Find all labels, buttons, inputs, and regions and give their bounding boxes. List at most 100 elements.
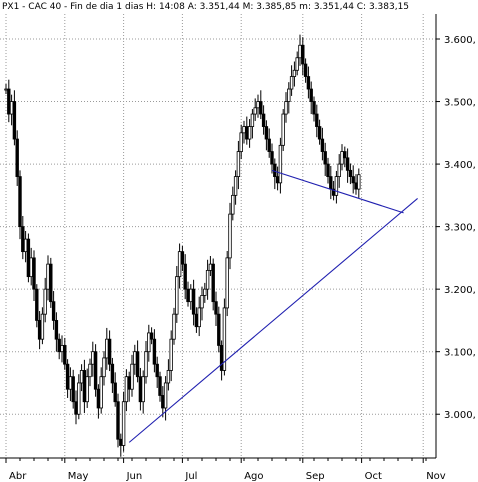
y-tick-label: 3.600, (444, 35, 476, 46)
price-bar-body (278, 144, 283, 184)
price-bar-body (334, 176, 339, 196)
price-bar-body (161, 395, 165, 409)
price-bar-body (245, 126, 249, 140)
price-bar-body (130, 363, 134, 390)
neckline-trendline (271, 169, 404, 214)
price-bar-body (163, 382, 168, 409)
price-bar-body (247, 126, 252, 140)
price-bar-body (256, 101, 260, 109)
price-bar-body (180, 251, 185, 265)
x-tick-label: Oct (365, 471, 382, 482)
price-bar-body (158, 376, 162, 396)
price-bar-body (348, 169, 353, 177)
price-bar-body (250, 113, 255, 127)
price-bar-body (203, 288, 207, 296)
price-bar-body (147, 332, 151, 353)
price-bar-body (18, 176, 22, 228)
price-bar-body (183, 263, 187, 290)
price-bar-body (284, 101, 288, 115)
price-bar-body (186, 288, 190, 303)
price-bar-body (317, 126, 322, 140)
price-bar-body (113, 382, 117, 403)
price-bar-body (37, 320, 42, 340)
price-bar-body (29, 257, 33, 278)
price-bar-body (54, 320, 59, 340)
chart-header: PX1 - CAC 40 - Fin de dia 1 dias H: 14:0… (2, 2, 409, 12)
y-tick-label: 3.000, (444, 410, 476, 421)
x-tick-label: Jun (126, 471, 143, 482)
price-bar-body (63, 345, 67, 365)
price-bar-body (233, 176, 238, 196)
price-bar-body (191, 288, 196, 315)
price-bar-body (46, 263, 50, 290)
price-bar-body (301, 44, 305, 65)
price-bar-body (79, 370, 84, 384)
price-bar-body (225, 257, 229, 309)
price-bar-body (253, 107, 257, 115)
price-bar-body (9, 101, 14, 115)
price-bar-body (320, 138, 325, 152)
price-bar-body (121, 401, 126, 446)
price-bar-body (228, 213, 232, 259)
x-tick-label: Nov (426, 471, 446, 482)
price-bar-body (43, 288, 47, 315)
price-bar-body (49, 263, 53, 303)
price-bar-body (309, 88, 313, 102)
price-bar-body (21, 226, 25, 253)
price-bar-body (275, 176, 280, 184)
y-tick-label: 3.500, (444, 98, 476, 109)
price-bar-body (141, 376, 145, 403)
price-bar-body (144, 351, 148, 378)
price-bar-body (40, 313, 45, 340)
price-bar-body (205, 269, 210, 290)
price-bar-body (270, 151, 274, 165)
price-bar-body (298, 44, 302, 59)
price-bar-body (326, 163, 330, 177)
price-bar-body (26, 238, 31, 278)
price-bar-body (65, 363, 70, 390)
price-bar-body (323, 151, 327, 165)
price-bar-body (194, 313, 199, 328)
price-bar-body (107, 338, 112, 365)
price-bar-body (211, 263, 215, 303)
price-bar-body (200, 295, 204, 309)
price-bar-body (110, 363, 115, 384)
price-bar-body (7, 88, 11, 115)
price-bar-body (172, 313, 176, 340)
price-bar-body (51, 301, 56, 321)
price-bar-body (155, 363, 159, 378)
price-bar-body (77, 382, 81, 415)
price-bar-body (329, 176, 333, 190)
price-bar-body (231, 194, 235, 215)
price-bar-body (91, 351, 95, 365)
price-bar-body (351, 176, 355, 184)
price-bar-body (15, 138, 19, 177)
price-bar-body (133, 351, 137, 365)
price-bar-body (273, 163, 277, 177)
price-bar-body (281, 113, 285, 146)
price-bar-body (267, 138, 271, 152)
price-bar-body (208, 263, 213, 271)
price-bar-body (303, 63, 308, 77)
x-axis: Abr May Jun Jul Ago Sep Oct Nov (0, 457, 446, 482)
x-tick-label: Jul (184, 471, 197, 482)
price-bar-body (295, 57, 299, 71)
price-bar-body (4, 88, 8, 91)
price-bar-body (236, 151, 241, 177)
price-bar-body (197, 307, 201, 328)
price-bar-body (306, 76, 311, 90)
price-bar-body (242, 126, 246, 134)
price-bar-body (23, 238, 28, 253)
price-bar-body (315, 113, 319, 127)
x-tick-label: Abr (9, 471, 27, 482)
y-tick-label: 3.200, (444, 285, 476, 296)
price-bar-body (102, 357, 106, 378)
price-bar-body (177, 251, 182, 278)
price-bar-body (149, 332, 154, 340)
price-bar-body (166, 370, 171, 384)
y-axis: 3.000, 3.100, 3.200, 3.300, 3.400, 3.500, 3.60… (435, 14, 476, 458)
support-trendline (128, 198, 418, 443)
trendlines (128, 169, 418, 443)
price-bar-body (127, 376, 131, 390)
price-bar-body (259, 101, 263, 115)
